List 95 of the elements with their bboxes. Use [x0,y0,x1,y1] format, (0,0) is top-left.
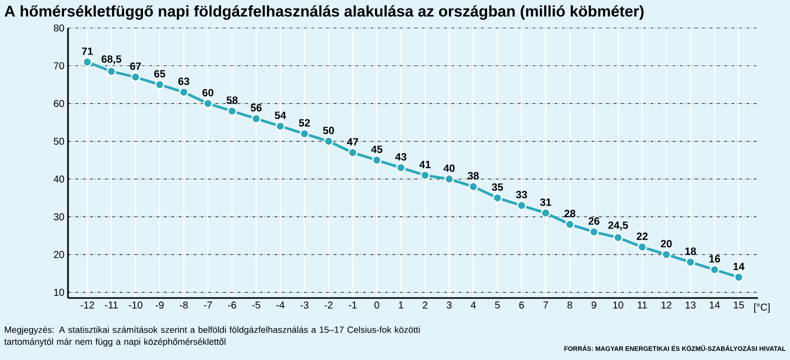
point [203,98,213,108]
point [275,121,286,132]
data-label: 63 [178,78,190,86]
x-tick-label: 1 [398,302,404,308]
x-axis-title: [°C] [754,303,770,313]
data-label: 38 [468,172,479,180]
data-label: 14 [734,262,744,270]
text: Megjegyzés: A statisztikai számítások szerint a belföldi földgázfelhasználás a 15–17 Celsius-fok közötti tartománytól már nem függ a napi középhőmérséklettől [4,326,420,347]
data-label: 65 [154,70,166,78]
x-tick-label: 9 [592,302,596,309]
x-tick-label: 4 [470,302,476,308]
point [444,174,454,184]
x-tick-label: -6 [228,302,236,309]
x-tick-label: -11 [105,302,118,308]
point [178,87,189,98]
data-label: 67 [130,62,141,70]
point [324,136,334,146]
x-tick-label: -10 [128,302,142,309]
data-label: 28 [564,210,576,218]
point [82,57,92,67]
point [516,200,526,210]
x-tick-label: 14 [710,302,720,308]
y-tick-label: 70 [54,62,64,70]
x-tick-label: 3 [446,302,452,309]
x-tick-label: 12 [662,302,672,308]
y-tick-label: 10 [54,288,64,296]
point [734,272,744,282]
data-label: 52 [298,119,310,127]
x-tick-label: -9 [156,302,164,309]
x-tick-label: 2 [422,302,428,308]
point [372,155,382,166]
x-tick-label: -12 [80,302,94,308]
point [251,114,262,124]
data-label: 54 [274,112,286,120]
y-tick-label: 60 [54,100,64,108]
x-tick-label: 15 [734,302,744,308]
data-label: 33 [516,190,528,198]
data-label: 56 [250,104,262,112]
data-label: 31 [540,198,552,206]
x-tick-label: 0 [374,302,380,309]
data-label: 68,5 [102,55,122,64]
point [540,208,551,218]
point [348,148,358,158]
data-label: 43 [395,153,406,161]
point [637,242,648,252]
x-tick-label: -4 [276,302,284,308]
x-tick-label: -7 [204,302,212,308]
point [686,257,696,268]
point [227,106,237,116]
x-tick-label: 5 [495,302,500,308]
y-tick-label: 50 [54,138,64,145]
data-label: 41 [419,160,431,168]
y-tick-label: 80 [54,24,64,32]
point [154,80,165,90]
point [130,72,140,82]
y-tick-label: 30 [54,213,64,220]
data-label: 71 [82,48,93,55]
chart-title: A hőmérsékletfüggő napi földgázfelhasználás alakulása az országban (millió köbméter) [4,5,644,20]
data-label: 58 [226,96,238,104]
point [468,182,478,192]
x-tick-label: 7 [543,302,548,308]
x-tick-label: -1 [348,302,357,308]
point [396,162,406,173]
point [420,170,430,180]
data-label: 60 [202,88,214,96]
point [613,232,623,242]
y-tick-label: 40 [54,176,64,183]
data-label: 18 [685,248,696,255]
x-tick-label: -3 [300,302,308,309]
data-label: 20 [660,240,672,248]
point [564,219,575,230]
point [589,227,599,237]
data-label: 35 [492,183,503,191]
x-tick-label: 6 [519,302,524,309]
point [710,264,720,275]
x-tick-label: 11 [638,302,647,308]
data-label: 40 [444,164,455,172]
x-tick-label: -8 [180,302,188,309]
point [300,128,310,139]
x-tick-label: 10 [613,302,624,309]
point [492,193,502,203]
x-tick-label: -5 [252,302,260,308]
x-tick-label: 13 [686,302,696,309]
y-tick-label: 20 [54,251,64,258]
data-label: 22 [636,232,648,240]
data-label: 47 [347,138,358,146]
x-tick-label: -2 [324,302,333,308]
x-tick-label: 8 [567,302,572,309]
data-label: 45 [371,146,382,153]
point [661,250,672,260]
point [106,66,116,76]
data-label: 16 [709,255,720,263]
data-label: 50 [323,126,334,134]
data-label: 24,5 [608,221,628,230]
data-label: 26 [588,217,600,225]
